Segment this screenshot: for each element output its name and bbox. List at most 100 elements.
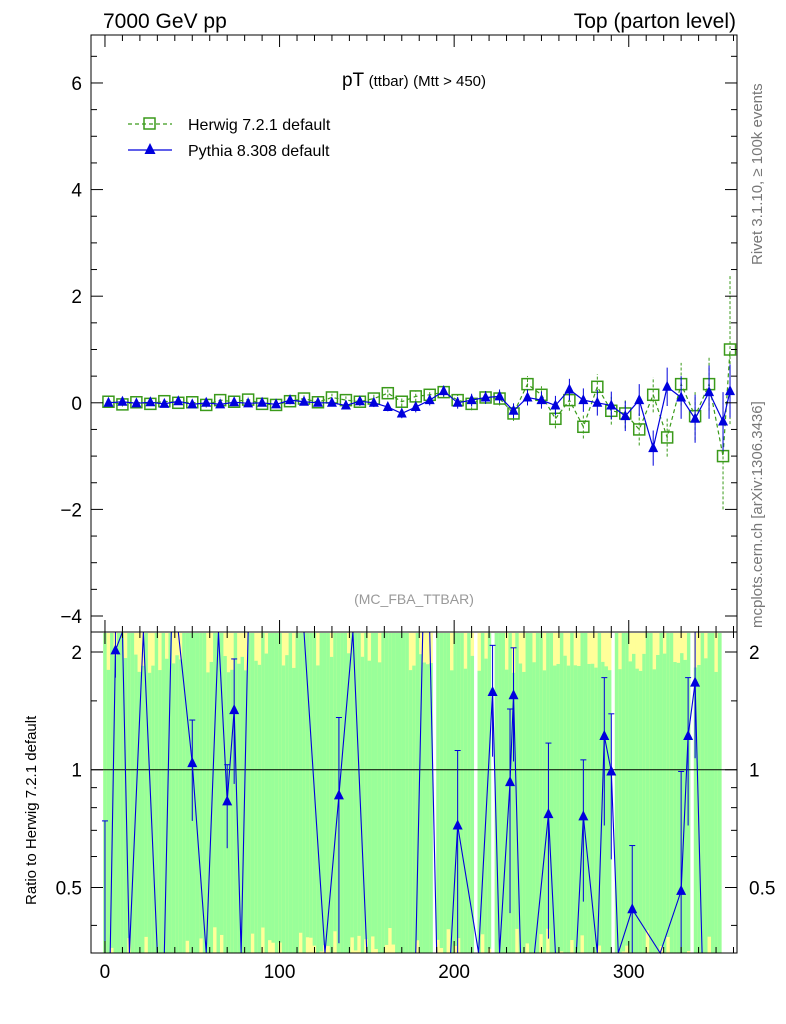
ratio-band-green <box>326 633 331 947</box>
ratio-band-green <box>566 665 571 953</box>
ratio-band-green <box>618 669 623 953</box>
ratio-band-green <box>261 633 265 928</box>
ratio-band-green <box>189 633 193 953</box>
pythia-point <box>396 407 407 418</box>
ratio-point <box>690 676 701 687</box>
ratio-band-green <box>302 633 307 953</box>
legend: Herwig 7.2.1 default Pythia 8.308 defaul… <box>128 117 331 160</box>
ratio-band-green <box>638 670 643 953</box>
ratio-band-green <box>515 633 519 929</box>
axis-ticks: 0 100 200 300 −4 −2 0 2 4 6 0.5 0.5 1 1 2 2 <box>56 35 775 983</box>
legend-herwig: Herwig 7.2.1 default <box>128 117 331 134</box>
ratio-band-green <box>614 633 619 953</box>
ratio-band-green <box>333 633 338 932</box>
pythia-point <box>159 397 170 408</box>
ratio-band-green <box>704 658 708 953</box>
pythia-point <box>704 386 715 397</box>
header-right: Top (parton level) <box>574 10 736 33</box>
title-sub2: (Mtt > 450) <box>413 73 486 90</box>
x-tick-label: 0 <box>100 962 111 983</box>
ratio-band-green <box>247 633 252 953</box>
rivet-label: Rivet 3.1.10, ≥ 100k events <box>749 83 766 265</box>
ratio-band-green <box>199 633 204 939</box>
ratio-band-green <box>161 633 166 953</box>
ratio-band-green <box>116 633 121 953</box>
pythia-point <box>690 412 701 423</box>
ratio-band-green <box>467 633 471 953</box>
x-tick-label: 100 <box>264 962 296 983</box>
legend-pythia-marker <box>144 143 156 154</box>
pythia-point <box>382 401 393 412</box>
legend-herwig-marker <box>143 117 156 130</box>
ratio-band-green <box>570 633 574 941</box>
pythia-point <box>578 394 589 405</box>
pythia-point <box>229 396 240 407</box>
pythia-point <box>522 391 533 402</box>
y-tick-label: 6 <box>71 74 82 95</box>
herwig-point <box>577 420 590 434</box>
ratio-tick-label: 2 <box>71 643 82 664</box>
ratio-point <box>543 808 554 819</box>
ratio-band-green <box>103 633 107 953</box>
ratio-band-green <box>419 654 423 953</box>
ratio-band-green <box>539 633 544 935</box>
ratio-ylabel: Ratio to Herwig 7.2.1 default <box>23 715 40 905</box>
ratio-band-green <box>127 633 131 939</box>
ratio-band-green <box>439 633 444 948</box>
ratio-tick-label-right: 2 <box>749 643 760 664</box>
ratio-band-green <box>549 633 554 953</box>
ratio-band-green <box>666 633 671 938</box>
ratio-band-green <box>542 670 547 953</box>
ratio-band-green <box>384 633 389 945</box>
pythia-point <box>215 398 226 409</box>
ratio-band-green <box>130 633 135 953</box>
pythia-point <box>285 394 296 405</box>
ratio-band-green <box>230 669 235 953</box>
ratio-band-green <box>113 655 118 953</box>
legend-pythia-label: Pythia 8.308 default <box>188 143 330 160</box>
ratio-point <box>627 903 638 914</box>
ratio-band-green <box>110 633 114 948</box>
ratio-band-green <box>532 662 537 953</box>
ratio-band-green <box>480 633 485 935</box>
ratio-band-green <box>158 670 162 953</box>
ratio-band-green <box>175 655 180 953</box>
plot-title: pT (ttbar) (Mtt > 450) <box>342 70 486 91</box>
ratio-band-green <box>374 633 379 950</box>
ratio-band-green <box>298 633 303 933</box>
pythia-point <box>564 383 575 394</box>
ratio-band-green <box>391 633 396 945</box>
ratio-band-green <box>662 653 667 953</box>
pythia-point <box>452 396 463 407</box>
ratio-point <box>110 644 121 655</box>
ratio-band-green <box>470 655 475 953</box>
ratio-band-green <box>556 663 561 953</box>
ratio-band-green <box>676 662 681 953</box>
legend-herwig-label: Herwig 7.2.1 default <box>188 117 331 134</box>
pythia-line <box>108 385 731 451</box>
ratio-band-green <box>686 633 691 952</box>
pythia-point <box>634 394 645 405</box>
pythia-point <box>725 385 736 396</box>
ratio-point <box>508 689 519 700</box>
herwig-line <box>108 349 731 457</box>
ratio-band-green <box>649 633 653 953</box>
ratio-band-green <box>322 633 327 946</box>
pythia-point <box>494 390 505 401</box>
ratio-point <box>676 884 687 895</box>
ratio-band-green <box>250 633 255 934</box>
ratio-band-green <box>233 633 238 953</box>
ratio-band-green <box>405 633 410 953</box>
x-tick-label: 200 <box>438 962 470 983</box>
ratio-point <box>578 810 589 821</box>
ratio-band-green <box>377 662 382 953</box>
pythia-point <box>201 396 212 407</box>
ratio-band-green <box>182 633 186 953</box>
ratio-band-green <box>563 655 568 953</box>
ratio-band-green <box>518 663 523 953</box>
pythia-point <box>508 404 519 415</box>
ratio-point <box>606 765 617 776</box>
ratio-band-green <box>281 665 286 953</box>
ratio-band-green <box>408 670 413 953</box>
ratio-band-green <box>151 665 156 953</box>
